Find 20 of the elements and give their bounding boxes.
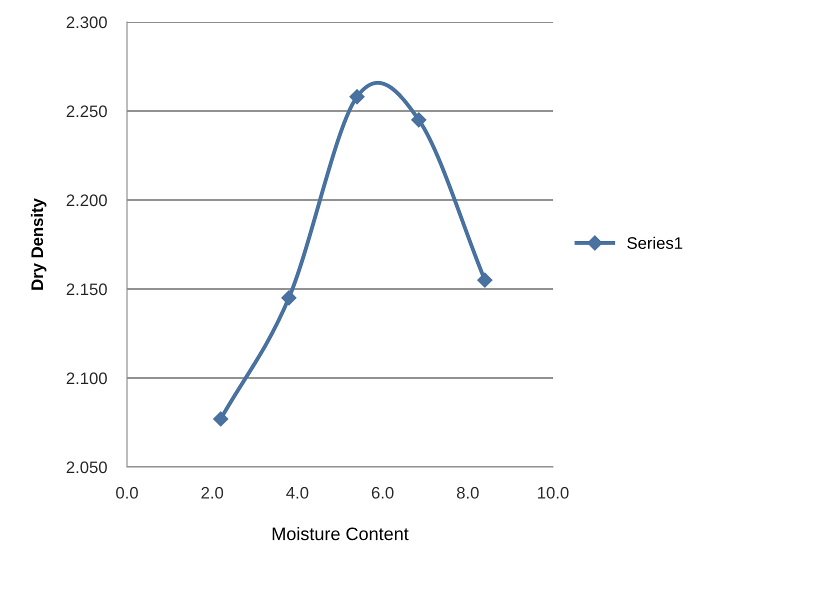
x-tick-label: 10.0: [538, 486, 569, 499]
y-tick-label: 2.300: [66, 16, 107, 28]
point: [411, 112, 426, 128]
y-tick-label: 2.250: [66, 105, 107, 118]
point: [477, 272, 492, 288]
x-tick-label: 8.0: [456, 486, 479, 499]
legend-label: Series1: [627, 236, 682, 249]
point: [213, 411, 228, 427]
point: [349, 89, 365, 104]
x-axis-title: Moisture Content: [272, 526, 409, 540]
point: [281, 290, 296, 306]
x-tick-label: 4.0: [286, 486, 308, 499]
x-tick-label: 0.0: [116, 486, 138, 499]
y-tick-label: 2.050: [66, 461, 107, 474]
y-axis-title: Dry Density: [30, 198, 46, 290]
y-tick-label: 2.200: [66, 194, 107, 206]
y-tick-label: 2.150: [66, 283, 107, 296]
x-tick-label: 2.0: [201, 486, 224, 499]
y-tick-label: 2.100: [66, 372, 107, 384]
x-tick-label: 6.0: [372, 486, 394, 499]
